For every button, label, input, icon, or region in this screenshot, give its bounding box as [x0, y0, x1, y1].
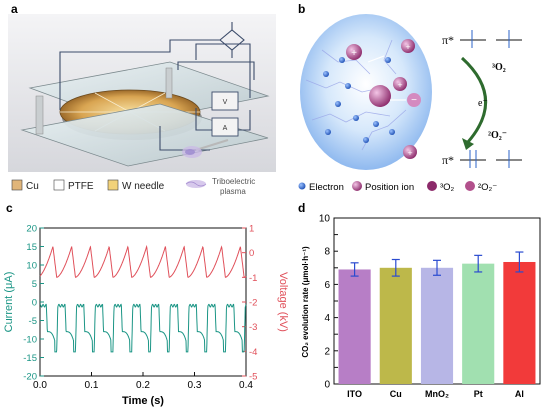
- co2-evolution-bar-chart: d 0 2 4 6 8 10 ITO Cu MnO₂ Pt Al CO₂ evolution ra…: [298, 201, 541, 399]
- y-left-tick-label: -20: [23, 372, 37, 383]
- panel-letter-d: d: [298, 201, 305, 215]
- plasma-legend-icon: [185, 180, 207, 188]
- legend-swatch-cu: [11, 179, 23, 191]
- pi-star-top: π*: [442, 33, 454, 47]
- x-tick-label: 0.0: [33, 380, 47, 391]
- panel-letter-a: a: [11, 2, 18, 16]
- current-series-line: [39, 303, 247, 353]
- panel-letter-c: c: [6, 201, 13, 215]
- superoxide-label: ²O₂⁻: [488, 130, 507, 141]
- legend-label-positive-ion: Position ion: [365, 182, 414, 193]
- y-right-tick-label: -3: [249, 322, 257, 333]
- panel-b: b + + + + − π*: [292, 0, 550, 200]
- panel-d: d 0 2 4 6 8 10 ITO Cu MnO₂ Pt Al CO₂ evolution ra…: [292, 200, 550, 409]
- legend-swatch-superoxide: [465, 181, 475, 191]
- electron-particles: [323, 57, 395, 143]
- y-right-axis-label: Voltage (kV): [277, 272, 289, 332]
- legend-label-w-needle: W needle: [122, 181, 165, 192]
- o2-orbital-diagram: [460, 30, 522, 48]
- x-tick-label: Cu: [390, 389, 402, 399]
- svg-text:+: +: [397, 80, 402, 90]
- legend-label-ptfe: PTFE: [68, 181, 94, 192]
- y-axis-label: CO₂ evolution rate (μmol·h⁻¹): [301, 246, 310, 358]
- current-voltage-chart: c 0.0 0.1 0.2 0.3 0.420151050-5-10-15-2010-1…: [3, 201, 289, 407]
- panel-letter-b: b: [298, 2, 305, 16]
- mechanism-illustration: b + + + + − π*: [298, 2, 522, 193]
- y-right-tick-label: 0: [249, 248, 254, 259]
- legend-label-electron: Electron: [309, 182, 344, 193]
- discharge-filaments: [305, 39, 407, 151]
- y-tick-label: 0: [324, 380, 330, 391]
- ammeter-box: [211, 117, 239, 137]
- legend-label-cu: Cu: [26, 181, 39, 192]
- legend-swatch-ptfe: [53, 179, 65, 191]
- y-right-tick-label: -2: [249, 298, 257, 309]
- x-axis-label: Time (s): [122, 395, 164, 407]
- svg-text:−: −: [411, 95, 417, 106]
- legend-swatch-o2: [427, 181, 437, 191]
- mechanism-legend: Electron Position ion ³O₂ ²O₂⁻: [298, 181, 497, 193]
- superoxide-orbital-diagram: [460, 150, 522, 168]
- plasma-bubble: [300, 14, 432, 170]
- svg-text:+: +: [405, 42, 410, 52]
- y-tick-label: 2: [324, 346, 330, 357]
- motion-arrows: [367, 55, 406, 101]
- y-tick-label: 10: [319, 214, 331, 225]
- x-tick-label: 0.4: [239, 380, 253, 391]
- y-left-tick-label: -5: [29, 316, 37, 327]
- legend-label-plasma-line1: Triboelectric: [212, 177, 255, 186]
- x-tick-label: Al: [515, 389, 524, 399]
- o2-triplet-label: ³O₂: [492, 62, 506, 73]
- legend-label-o2: ³O₂: [440, 182, 455, 193]
- y-left-tick-label: 15: [26, 242, 37, 253]
- x-tick-label: Pt: [474, 389, 483, 399]
- ion-particles: + + + + −: [346, 39, 421, 159]
- y-left-tick-label: -10: [23, 335, 37, 346]
- electron-transfer-label: e⁻: [478, 98, 488, 109]
- legend-label-superoxide: ²O₂⁻: [478, 182, 497, 193]
- y-left-tick-label: 0: [32, 298, 37, 309]
- pillar-back: [165, 67, 173, 99]
- y-tick-label: 8: [324, 247, 330, 258]
- bar-1: [379, 267, 412, 384]
- x-tick-label: MnO₂: [425, 389, 449, 399]
- legend-swatch-w-needle: [107, 179, 119, 191]
- legend-swatch-electron: [298, 182, 306, 190]
- y-right-tick-label: -4: [249, 347, 257, 358]
- y-tick-label: 6: [324, 280, 330, 291]
- svg-text:V: V: [223, 99, 228, 106]
- y-left-tick-label: -15: [23, 353, 37, 364]
- y-tick-label: 4: [324, 313, 330, 324]
- tungsten-needle: [195, 139, 229, 151]
- voltage-series-line: [39, 244, 247, 278]
- bar-2: [420, 267, 454, 384]
- svg-text:+: +: [351, 48, 357, 59]
- y-left-tick-label: 5: [32, 279, 37, 290]
- pi-star-bottom: π*: [442, 153, 454, 167]
- y-left-axis-label: Current (μA): [3, 272, 15, 333]
- y-right-tick-label: -5: [249, 372, 257, 383]
- reduction-arrow: [460, 56, 488, 143]
- x-tick-label: ITO: [347, 389, 362, 399]
- legend-swatch-positive-ion: [352, 181, 362, 191]
- x-tick-label: 0.3: [188, 380, 202, 391]
- x-tick-label: 0.2: [136, 380, 150, 391]
- voltmeter-box: [211, 91, 239, 111]
- svg-text:+: +: [407, 148, 412, 158]
- legend-label-plasma-line2: plasma: [220, 187, 246, 196]
- panel-a: a V: [0, 0, 290, 200]
- x-tick-label: 0.1: [85, 380, 99, 391]
- y-right-tick-label: 1: [249, 224, 254, 235]
- bottom-glass-plate: [20, 103, 269, 167]
- bar-0: [338, 269, 371, 384]
- y-left-tick-label: 20: [26, 224, 37, 235]
- y-left-tick-label: 10: [26, 261, 37, 272]
- panel-c: c 0.0 0.1 0.2 0.3 0.4 20 15 10 5 0 -5 -10 -15 -20 1 0 -1…: [0, 200, 290, 409]
- pillar-left: [35, 95, 44, 135]
- bar-4: [503, 261, 536, 384]
- svg-text:A: A: [223, 125, 228, 132]
- y-right-tick-label: -1: [249, 273, 257, 284]
- device-illustration: a V: [8, 2, 276, 196]
- bar-3: [462, 263, 495, 384]
